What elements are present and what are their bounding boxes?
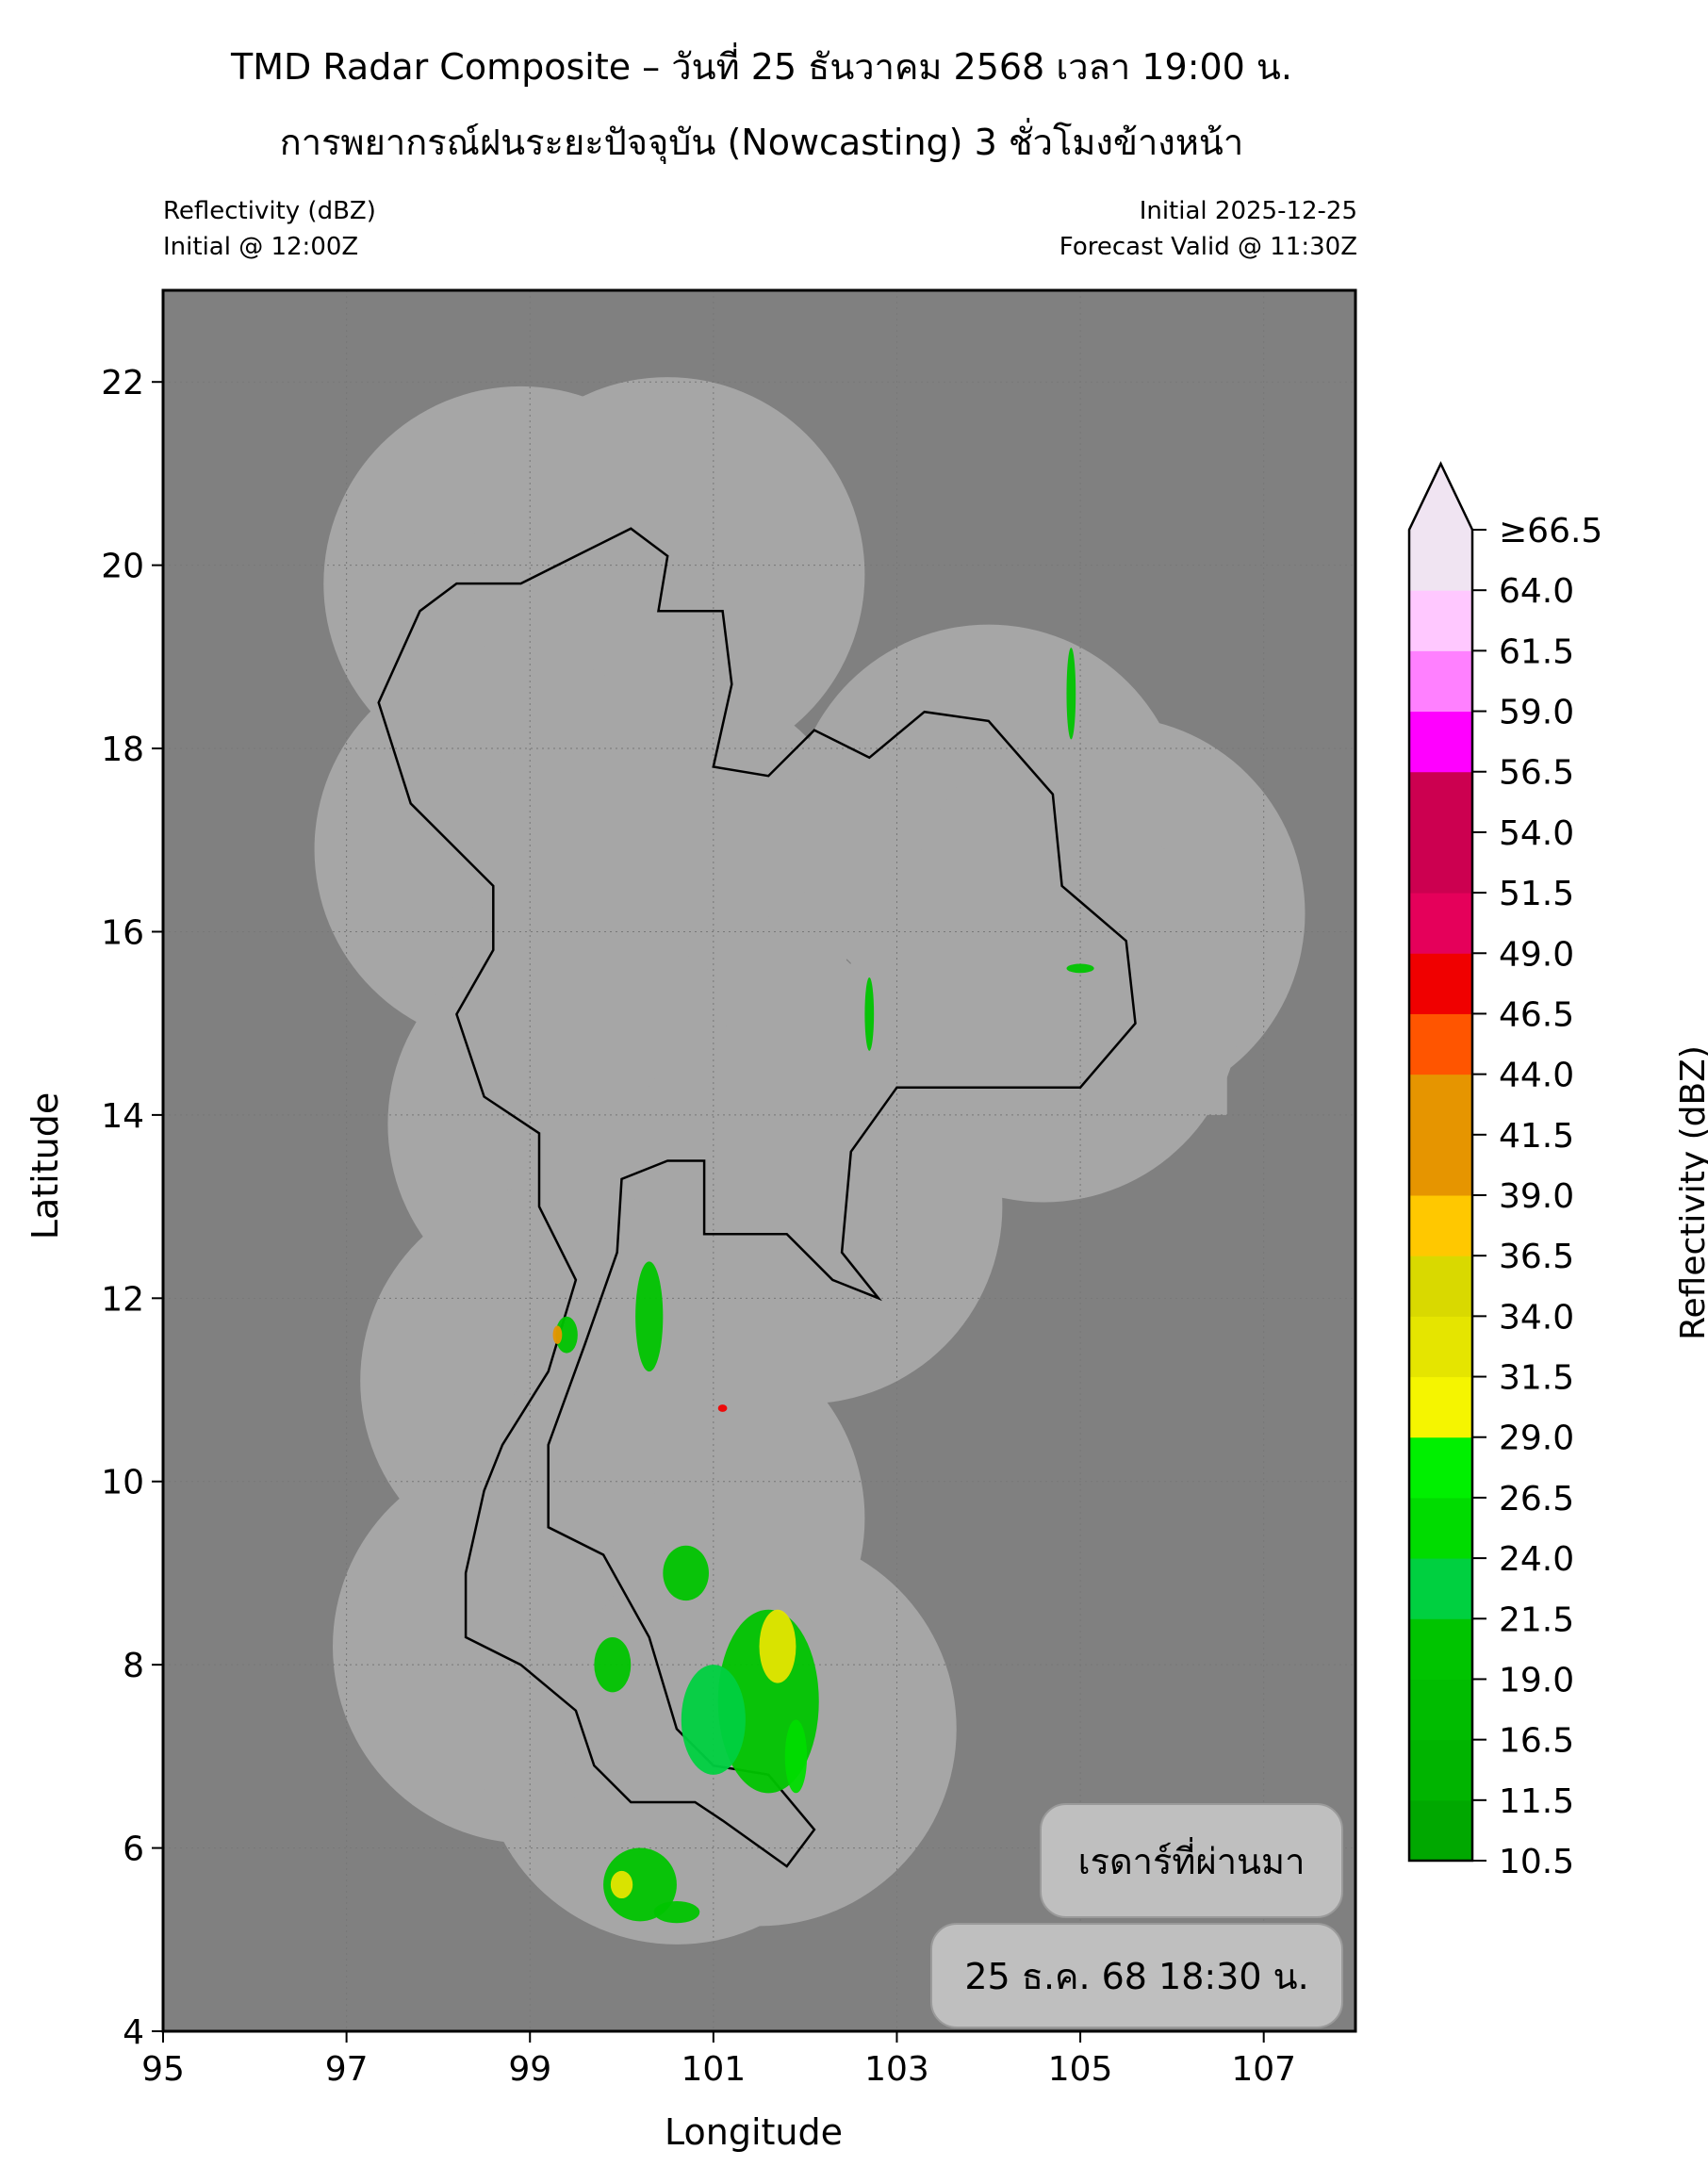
y-tick-label: 16 (101, 913, 144, 952)
colorbar-segment (1409, 650, 1472, 713)
product-label: Reflectivity (dBZ) (163, 197, 376, 225)
colorbar-segment (1409, 1013, 1472, 1075)
rain-echo (603, 1847, 677, 1922)
colorbar-tick-label: 54.0 (1499, 814, 1574, 853)
thailand-border (377, 527, 1137, 1868)
colorbar-tick-label: 36.5 (1499, 1238, 1574, 1276)
colorbar-label: Reflectivity (dBZ) (1673, 1045, 1708, 1340)
rain-echo (681, 1665, 746, 1775)
chart-subtitle: การพยากรณ์ฝนระยะปัจจุบัน (Nowcasting) 3 … (279, 122, 1244, 163)
plot-frame (161, 288, 1357, 2033)
colorbar-tick-label: 41.5 (1499, 1117, 1574, 1156)
colorbar-tick-label: 16.5 (1499, 1722, 1574, 1761)
colorbar-tick-label: 31.5 (1499, 1359, 1574, 1398)
initial-time-label: Initial @ 12:00Z (163, 233, 359, 261)
x-tick-label: 97 (325, 2050, 369, 2089)
colorbar-segment (1409, 1376, 1472, 1438)
colorbar-frame (1407, 461, 1474, 1863)
colorbar-segment (1409, 1195, 1472, 1256)
rain-echo (1066, 963, 1094, 974)
x-tick-label: 103 (864, 2050, 929, 2089)
colorbar-segment (1409, 711, 1472, 773)
colorbar-tick-label: 21.5 (1499, 1600, 1574, 1639)
colorbar-segment (1409, 1256, 1472, 1317)
y-tick-label: 10 (101, 1464, 144, 1502)
colorbar-segment (1409, 1558, 1472, 1619)
rain-echo (1066, 648, 1076, 740)
x-tick-label: 107 (1231, 2050, 1296, 2089)
rain-echo (717, 1404, 728, 1412)
x-tick-label: 105 (1048, 2050, 1113, 2089)
colorbar-tick-label: 46.5 (1499, 995, 1574, 1034)
x-tick-label: 95 (141, 2050, 185, 2089)
initial-date-label: Initial 2025-12-25 (1139, 197, 1357, 225)
info-right: Initial 2025-12-25 Forecast Valid @ 11:3… (1059, 193, 1357, 265)
colorbar-tick-label: 10.5 (1499, 1843, 1574, 1881)
y-tick-label: 6 (123, 1830, 144, 1869)
colorbar-segment (1409, 1679, 1472, 1741)
x-axis-label: Longitude (665, 2111, 843, 2153)
colorbar-tick-label: 44.0 (1499, 1057, 1574, 1095)
rain-echo (610, 1870, 633, 1899)
y-tick-label: 22 (101, 364, 144, 402)
rain-echo (864, 977, 875, 1051)
colorbar-segment (1409, 1316, 1472, 1378)
radar-coverage (1125, 848, 1227, 1115)
rain-echo (635, 1261, 664, 1372)
rain-echo (653, 1900, 700, 1924)
colorbar-tick-label: 49.0 (1499, 935, 1574, 974)
colorbar-segment (1409, 1618, 1472, 1680)
colorbar-segment (1409, 893, 1472, 954)
colorbar-segment (1409, 831, 1472, 894)
colorbar-extend-arrow (1409, 464, 1472, 530)
x-tick-label: 101 (681, 2050, 746, 2089)
colorbar-tick-label: 26.5 (1499, 1480, 1574, 1518)
colorbar-tick-label: 64.0 (1499, 572, 1574, 611)
y-tick-label: 8 (123, 1647, 144, 1685)
colorbar-segment (1409, 1497, 1472, 1559)
y-tick-label: 18 (101, 730, 144, 769)
colorbar-tick-label: 51.5 (1499, 875, 1574, 913)
y-axis-label: Latitude (25, 1092, 67, 1240)
valid-time-label: Forecast Valid @ 11:30Z (1059, 233, 1357, 261)
colorbar-tick-label: 11.5 (1499, 1782, 1574, 1821)
info-left: Reflectivity (dBZ) Initial @ 12:00Z (163, 193, 376, 265)
colorbar-tick-label: 19.0 (1499, 1661, 1574, 1699)
rain-echo (555, 1316, 578, 1354)
colorbar-segment (1409, 1134, 1472, 1196)
colorbar-segment (1409, 590, 1472, 651)
rain-echo (784, 1719, 808, 1794)
chart-title: TMD Radar Composite – วันที่ 25 ธันวาคม … (231, 46, 1292, 88)
colorbar-tick-label: 29.0 (1499, 1420, 1574, 1458)
colorbar-segment (1409, 953, 1472, 1014)
colorbar-tick-label: 59.0 (1499, 694, 1574, 732)
colorbar-segment (1409, 530, 1472, 591)
y-tick-label: 20 (101, 548, 144, 586)
time-badge: 25 ธ.ค. 68 18:30 น. (930, 1923, 1343, 2028)
y-tick-label: 14 (101, 1097, 144, 1136)
colorbar-segment (1409, 1799, 1472, 1862)
colorbar-segment (1409, 1739, 1472, 1801)
rain-echo (663, 1545, 709, 1601)
y-tick-label: 4 (123, 2013, 144, 2052)
rain-echo (594, 1636, 632, 1693)
colorbar-tick-label: 56.5 (1499, 754, 1574, 793)
colorbar-tick-label: 61.5 (1499, 632, 1574, 671)
rain-echo (759, 1609, 797, 1683)
rain-echo (552, 1325, 563, 1344)
map-layer (163, 290, 1355, 2031)
past-radar-badge: เรดาร์ที่ผ่านมา (1040, 1803, 1343, 1918)
colorbar-tick-label: 24.0 (1499, 1540, 1574, 1579)
colorbar-tick-label: 34.0 (1499, 1298, 1574, 1337)
colorbar-tick-label: ≥66.5 (1499, 512, 1602, 550)
colorbar-segment (1409, 1074, 1472, 1136)
colorbar-segment (1409, 1436, 1472, 1499)
x-tick-label: 99 (508, 2050, 551, 2089)
colorbar-segment (1409, 771, 1472, 833)
colorbar-tick-label: 39.0 (1499, 1177, 1574, 1216)
y-tick-label: 12 (101, 1280, 144, 1319)
